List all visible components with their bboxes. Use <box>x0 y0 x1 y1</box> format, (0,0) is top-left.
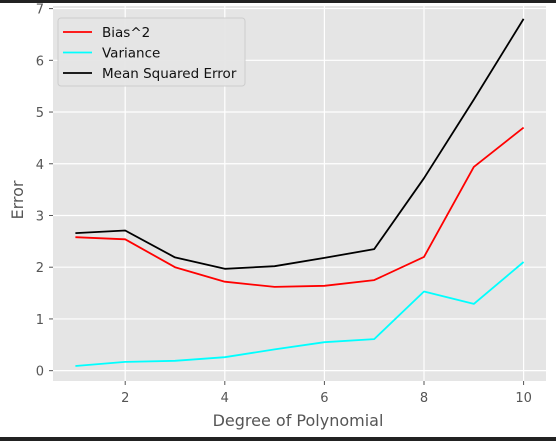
x-tick-label: 8 <box>420 391 428 406</box>
y-tick-label: 3 <box>36 209 44 224</box>
y-tick-label: 2 <box>36 261 44 276</box>
x-tick-label: 4 <box>221 391 229 406</box>
series-lines <box>75 18 525 367</box>
legend: Bias^2 Variance Mean Squared Error <box>57 17 246 87</box>
legend-label: Mean Squared Error <box>102 66 237 82</box>
y-tick-label: 6 <box>36 54 44 69</box>
legend-label: Bias^2 <box>102 25 150 41</box>
y-axis-label: Error <box>8 180 27 219</box>
y-tick-label: 1 <box>36 313 44 328</box>
legend-label: Variance <box>102 46 160 62</box>
y-axis-ticks: 0 1 2 3 4 5 6 7 <box>36 3 53 380</box>
y-tick-label: 7 <box>36 3 44 18</box>
x-tick-label: 2 <box>121 391 129 406</box>
grid <box>53 6 546 381</box>
legend-box <box>57 17 246 87</box>
bottom-border <box>0 437 556 441</box>
x-tick-label: 10 <box>515 391 532 406</box>
series-line-variance <box>75 261 525 367</box>
x-tick-label: 6 <box>320 391 328 406</box>
x-axis-label: Degree of Polynomial <box>213 411 384 430</box>
x-axis-ticks: 2 4 6 8 10 <box>121 381 532 406</box>
series-line-bias-2 <box>75 126 525 288</box>
top-border <box>0 0 556 3</box>
y-tick-label: 4 <box>36 158 44 173</box>
series-line-mean-squared-error <box>75 18 525 270</box>
y-tick-label: 0 <box>36 365 44 380</box>
y-tick-label: 5 <box>36 106 44 121</box>
